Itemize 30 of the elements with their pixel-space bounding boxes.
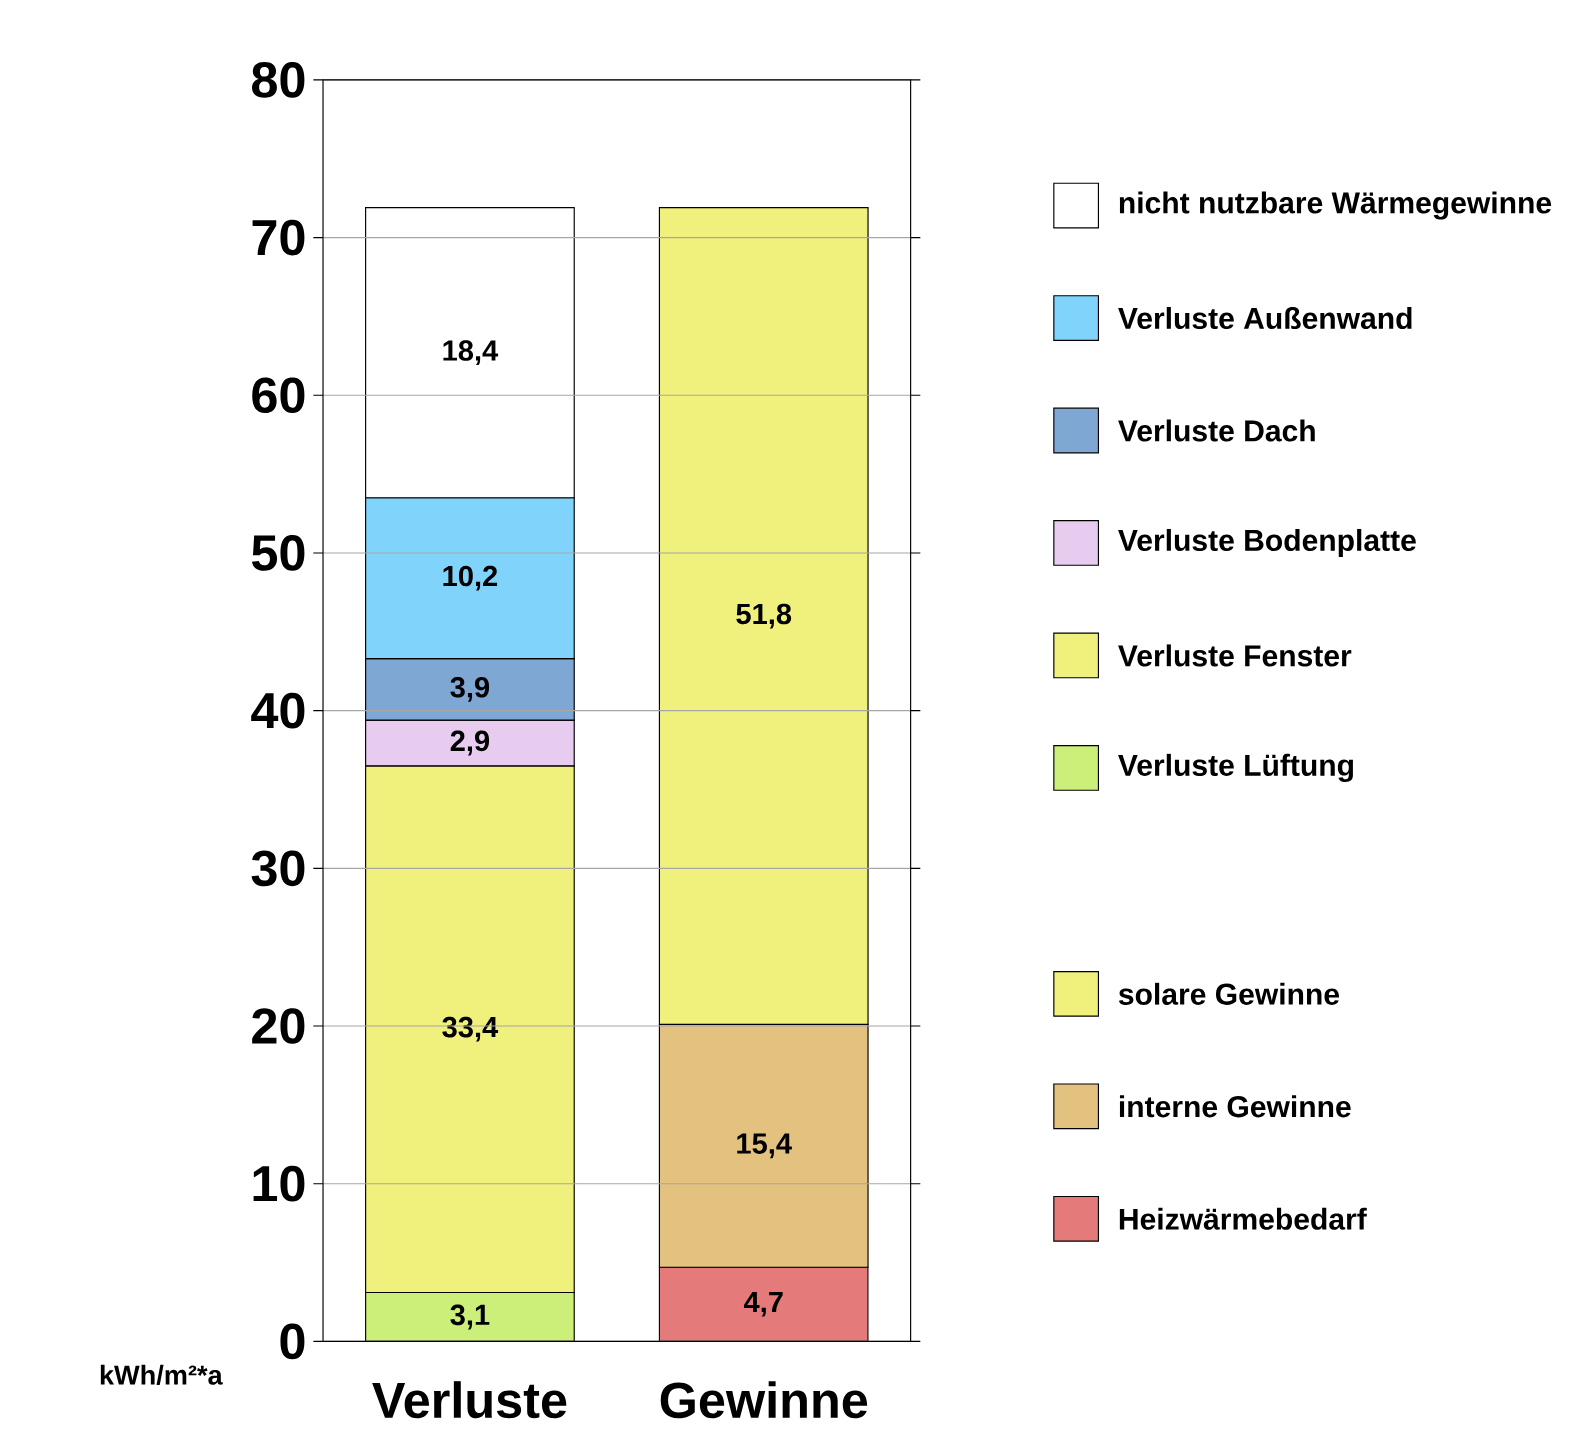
legend-label: Verluste Lüftung: [1118, 754, 1353, 783]
x-tick-label: Gewinne: [660, 1381, 868, 1419]
data-label: 3,1: [450, 1304, 490, 1330]
data-label: 33,4: [442, 1016, 499, 1042]
x-tick-label: Verluste: [372, 1381, 567, 1419]
y-tick-label: 30: [251, 850, 305, 887]
legend-label: Verluste Bodenplatte: [1118, 529, 1416, 558]
y-tick-label: 50: [251, 535, 305, 571]
y-tick-label: 20: [252, 1008, 305, 1045]
y-tick-label: 40: [251, 692, 305, 729]
data-label: 18,4: [443, 340, 499, 366]
y-tick-label: 70: [252, 219, 305, 256]
y-tick-label: 0: [280, 1323, 305, 1360]
legend-label: Verluste Dach: [1118, 419, 1315, 442]
legend-label: solare Gewinne: [1118, 983, 1340, 1006]
legend-label: interne Gewinne: [1119, 1095, 1351, 1118]
data-label: 3,9: [450, 677, 490, 702]
legend-label: Verluste Außenwand: [1118, 307, 1412, 330]
legend-label: Heizwärmebedarf: [1119, 1207, 1367, 1231]
legend-label: Verluste Fenster: [1118, 644, 1352, 667]
y-tick-label: 80: [252, 62, 305, 98]
data-label: 15,4: [737, 1133, 792, 1159]
y-axis-title: kWh/m²*a: [100, 1365, 223, 1386]
data-label: 2,9: [450, 730, 490, 756]
data-label: 10,2: [443, 565, 498, 591]
data-label: 51,8: [736, 603, 792, 629]
data-label: 4,7: [743, 1292, 783, 1317]
y-tick-label: 10: [253, 1166, 305, 1202]
y-tick-label: 60: [252, 377, 305, 414]
legend-label: nicht nutzbare Wärmegewinne: [1119, 191, 1552, 220]
